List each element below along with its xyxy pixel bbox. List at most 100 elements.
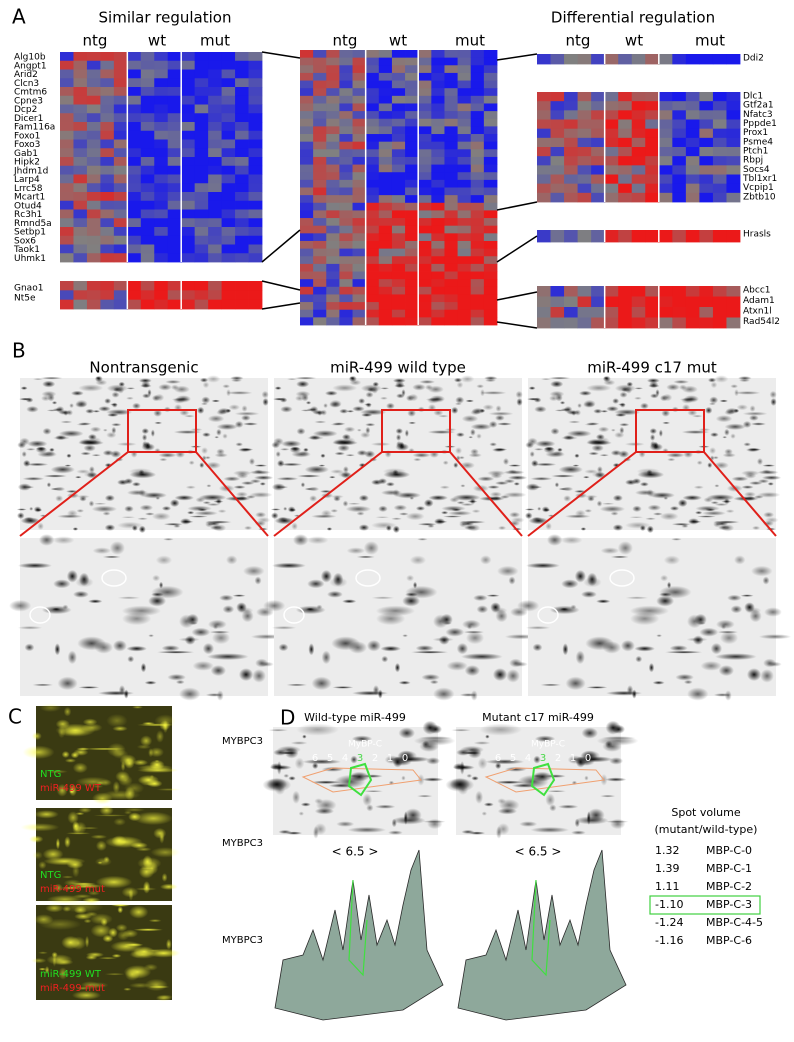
heatmap-cell [313,156,327,165]
gel-spot [274,386,282,390]
heatmap-cell [391,88,406,97]
gel-spot [193,510,218,516]
gel-spot [639,481,649,487]
heatmap-cell [100,104,115,114]
heatmap-cell [313,103,327,112]
heatmap-cell [378,233,393,242]
spot-number: 6 [495,753,501,764]
gel-spot [352,406,365,412]
heatmap-cell [550,165,565,175]
gel-spot [262,777,292,792]
heatmap-cell [208,87,222,97]
gel-spot [741,485,754,489]
heatmap-cell [550,110,565,120]
gene-label: Alg10b [14,53,46,63]
heatmap-cell [470,302,485,311]
gel-spot [184,635,196,645]
gel-spot [596,466,603,474]
heatmap-cell [444,149,458,158]
gel-spot [598,426,610,433]
heatmap-cell [457,279,472,288]
heatmap-cell [604,147,619,157]
heatmap-cell [235,52,249,62]
heatmap-cell [418,286,432,295]
heatmap-cell [405,309,419,318]
heatmap-cell [127,95,142,105]
gel-spot [561,486,574,492]
heatmap-cell [483,279,498,288]
heatmap-cell [339,279,353,288]
heatmap-cell [339,195,353,204]
heatmap-cell [378,218,393,227]
gel-spot [314,798,323,805]
gel-spot [255,511,267,518]
heatmap-cell [181,200,196,210]
heatmap-cell [100,227,115,237]
heatmap-cell [208,209,222,219]
zoom-box [127,409,197,453]
heatmap-cell [208,218,222,228]
heatmap-cell [685,230,700,243]
heatmap-cell [431,118,445,127]
gel-spot [131,481,141,487]
gel-spot [401,775,406,781]
gel-spot [395,434,402,441]
heatmap-cell [457,149,472,158]
heatmap-cell [431,256,445,265]
heatmap-cell [127,130,142,140]
heatmap-cell [418,164,432,173]
heatmap-cell [483,134,498,143]
heatmap-cell [470,141,485,150]
heatmap-cell [470,156,485,165]
heatmap-cell [326,256,340,265]
heatmap-cell [140,148,155,158]
table-value: 1.11 [655,880,680,893]
heatmap-cell [418,317,432,326]
gel-spot [200,402,209,406]
gel-spot [540,683,562,687]
gel-spot [130,842,148,849]
gel-spot [199,377,209,383]
heatmap-cell [140,299,155,310]
heatmap-cell [326,164,340,173]
heatmap-cell [154,200,169,210]
gene-label: Larp4 [14,175,40,185]
gel-spot [126,645,147,652]
gel-spot [258,661,274,667]
heatmap-cell [470,218,485,227]
heatmap-cell [100,78,115,88]
gel-spot [667,457,676,462]
heatmap-cell [300,80,314,89]
gel-spot [326,527,333,531]
heatmap-cell [154,148,169,158]
heatmap-cell [235,218,249,228]
heatmap-cell [431,164,445,173]
heatmap-cell [378,118,393,127]
gel-spot [770,397,777,406]
heatmap-cell [726,317,741,329]
heatmap-cell [658,54,673,65]
gel-spot [161,873,168,882]
gel-spot [745,496,756,501]
gel-spot [624,442,645,447]
heatmap-cell [73,113,88,123]
heatmap-cell [457,302,472,311]
spot-number: 4 [342,753,348,764]
heatmap-cell [326,202,340,211]
gel-spot [90,923,112,938]
gel-spot [659,394,668,402]
gel-spot [681,430,710,434]
heatmap-cell [194,290,209,301]
heatmap-cell [100,253,115,263]
heatmap-cell [378,111,393,120]
gel-spot [231,379,243,382]
gel-spot [405,394,414,402]
gel-spot [230,376,244,381]
gel-spot [259,482,266,486]
gel-spot [91,454,102,457]
gel-spot [26,462,49,467]
heatmap-cell [154,174,169,184]
heatmap-cell [73,60,88,70]
heatmap-cell [550,156,565,166]
gel-spot [241,405,248,412]
